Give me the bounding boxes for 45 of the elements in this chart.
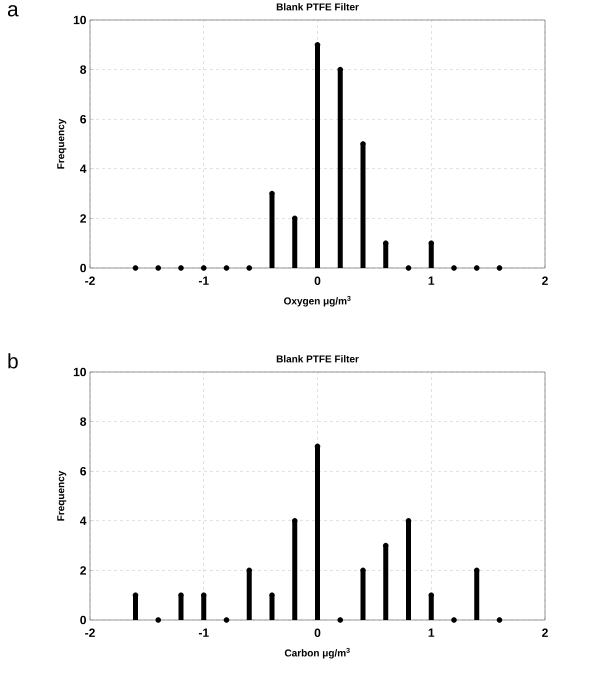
point bbox=[474, 265, 480, 271]
chart-title: Blank PTFE Filter bbox=[276, 355, 359, 362]
point bbox=[155, 617, 162, 623]
y-tick-label: 6 bbox=[80, 466, 86, 476]
y-tick-label: 10 bbox=[74, 368, 86, 376]
x-tick-label: 0 bbox=[314, 276, 320, 286]
y-tick-label: 8 bbox=[80, 417, 86, 426]
text: a bbox=[8, 5, 19, 16]
point bbox=[337, 617, 344, 623]
x-tick-label: 2 bbox=[542, 276, 548, 285]
point bbox=[224, 617, 230, 623]
x-tick-label: -1 bbox=[198, 628, 209, 637]
y-axis-title: Frequency bbox=[57, 470, 66, 521]
y-tick-label: 0 bbox=[80, 616, 86, 624]
chart-title: Blank PTFE Filter bbox=[276, 3, 359, 10]
x-tick-label: 1 bbox=[428, 628, 434, 637]
y-tick-label: 2 bbox=[80, 566, 86, 575]
x-tick-label: 0 bbox=[314, 628, 320, 638]
x-tick-label: -2 bbox=[85, 276, 95, 285]
point bbox=[155, 265, 162, 271]
y-tick-label: 10 bbox=[74, 16, 86, 24]
point bbox=[406, 265, 412, 271]
y-tick-label: 4 bbox=[80, 516, 86, 525]
x-axis-title: Oxygen μg/m$^{3}$ bbox=[284, 296, 351, 307]
y-tick-label: 8 bbox=[80, 65, 86, 74]
y-axis-title: Frequency bbox=[57, 118, 66, 169]
x-axis-title: Carbon μg/m$^{3}$ bbox=[284, 648, 350, 659]
point bbox=[496, 617, 502, 623]
point bbox=[496, 265, 502, 271]
point bbox=[178, 265, 184, 271]
y-tick-label: 2 bbox=[80, 214, 86, 223]
point bbox=[451, 617, 457, 623]
y-tick-label: 4 bbox=[80, 164, 86, 173]
point bbox=[224, 265, 230, 271]
text: b bbox=[8, 353, 18, 368]
point bbox=[246, 265, 252, 271]
y-tick-label: 6 bbox=[80, 114, 86, 124]
x-tick-label: -1 bbox=[198, 276, 209, 285]
y-tick-label: 0 bbox=[80, 264, 86, 272]
point bbox=[132, 265, 138, 271]
point bbox=[451, 265, 457, 271]
point bbox=[200, 265, 207, 271]
x-tick-label: 2 bbox=[542, 628, 548, 637]
x-tick-label: -2 bbox=[85, 628, 95, 637]
x-tick-label: 1 bbox=[428, 276, 434, 285]
